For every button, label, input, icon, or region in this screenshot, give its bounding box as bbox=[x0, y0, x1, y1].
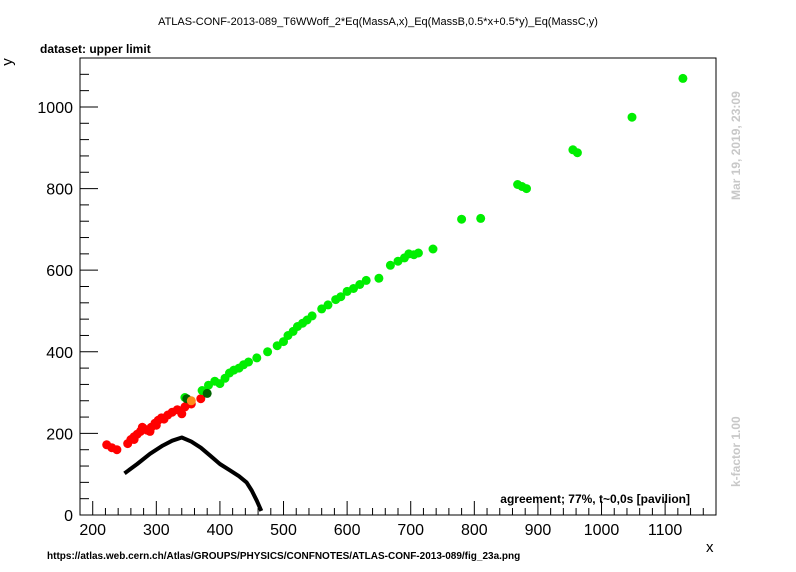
data-point-green bbox=[361, 275, 371, 285]
data-point-green bbox=[385, 260, 395, 270]
y-axis-label: y bbox=[0, 58, 16, 66]
y-tick-label: 1000 bbox=[37, 100, 73, 117]
axis-ticks: 200 300 400 500 600 700 800 900 1000 1100 0 200 400 6… bbox=[37, 57, 717, 539]
x-tick-label: 900 bbox=[525, 522, 552, 539]
data-point-green bbox=[323, 300, 333, 310]
x-tick-label: 200 bbox=[79, 522, 106, 539]
data-marks bbox=[102, 73, 688, 512]
data-point-red bbox=[129, 435, 139, 444]
data-point-green bbox=[476, 213, 486, 223]
data-point-green bbox=[428, 244, 438, 254]
contour-line bbox=[123, 435, 264, 512]
x-tick-label: 800 bbox=[461, 522, 488, 539]
data-point-green bbox=[307, 311, 317, 321]
data-point-green bbox=[572, 148, 582, 158]
data-point-green bbox=[336, 292, 346, 302]
data-point-red bbox=[137, 422, 147, 432]
y-tick-label: 800 bbox=[46, 182, 73, 199]
x-tick-label: 300 bbox=[143, 522, 170, 539]
kfactor-label: k-factor 1.00 bbox=[729, 416, 743, 487]
x-tick-label: 1000 bbox=[584, 522, 620, 539]
x-tick-label: 500 bbox=[270, 522, 297, 539]
agreement-label: agreement; 77%, t~0,0s [pavilion] bbox=[500, 492, 690, 506]
data-point-red bbox=[177, 409, 187, 419]
timestamp-label: Mar 19, 2019, 23:09 bbox=[729, 91, 743, 200]
y-tick-label: 400 bbox=[46, 345, 73, 362]
x-tick-label: 1100 bbox=[648, 522, 683, 539]
data-point-green bbox=[244, 357, 253, 367]
data-point-green bbox=[522, 184, 531, 194]
data-point-green bbox=[413, 248, 423, 258]
x-tick-label: 400 bbox=[207, 522, 234, 539]
data-point-green bbox=[263, 347, 273, 357]
data-point-red bbox=[151, 420, 161, 430]
y-tick-label: 0 bbox=[64, 508, 73, 525]
data-point-green bbox=[627, 112, 637, 122]
data-point-green bbox=[355, 280, 365, 289]
y-tick-label: 600 bbox=[46, 263, 73, 280]
plot-frame bbox=[79, 57, 717, 516]
data-point-green bbox=[374, 273, 384, 283]
x-tick-label: 700 bbox=[397, 522, 424, 539]
data-point-dark bbox=[202, 388, 212, 398]
data-point-red bbox=[112, 445, 122, 455]
data-point-green bbox=[252, 353, 262, 363]
chart-title: ATLAS-CONF-2013-089_T6WWoff_2*Eq(MassA,x… bbox=[158, 16, 598, 28]
data-point-green bbox=[457, 214, 467, 224]
data-point-orange bbox=[186, 396, 196, 406]
source-url: https://atlas.web.cern.ch/Atlas/GROUPS/P… bbox=[47, 551, 520, 562]
data-point-green bbox=[678, 73, 688, 83]
data-point-red bbox=[159, 414, 169, 424]
x-axis-label: x bbox=[706, 539, 714, 556]
x-tick-label: 600 bbox=[334, 522, 361, 539]
data-point-red bbox=[145, 426, 155, 436]
data-point-red bbox=[196, 394, 206, 404]
chart-subtitle: dataset: upper limit bbox=[40, 42, 151, 56]
y-tick-label: 200 bbox=[46, 426, 73, 443]
